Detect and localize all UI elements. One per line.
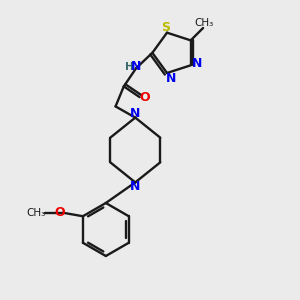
Text: CH₃: CH₃: [194, 18, 213, 28]
Text: N: N: [192, 57, 202, 70]
Text: N: N: [166, 72, 177, 85]
Text: S: S: [161, 22, 170, 34]
Text: N: N: [131, 60, 141, 73]
Text: O: O: [140, 91, 150, 103]
Text: H: H: [125, 62, 134, 72]
Text: N: N: [130, 107, 140, 120]
Text: N: N: [130, 180, 140, 193]
Text: O: O: [54, 206, 64, 219]
Text: CH₃: CH₃: [27, 208, 46, 218]
